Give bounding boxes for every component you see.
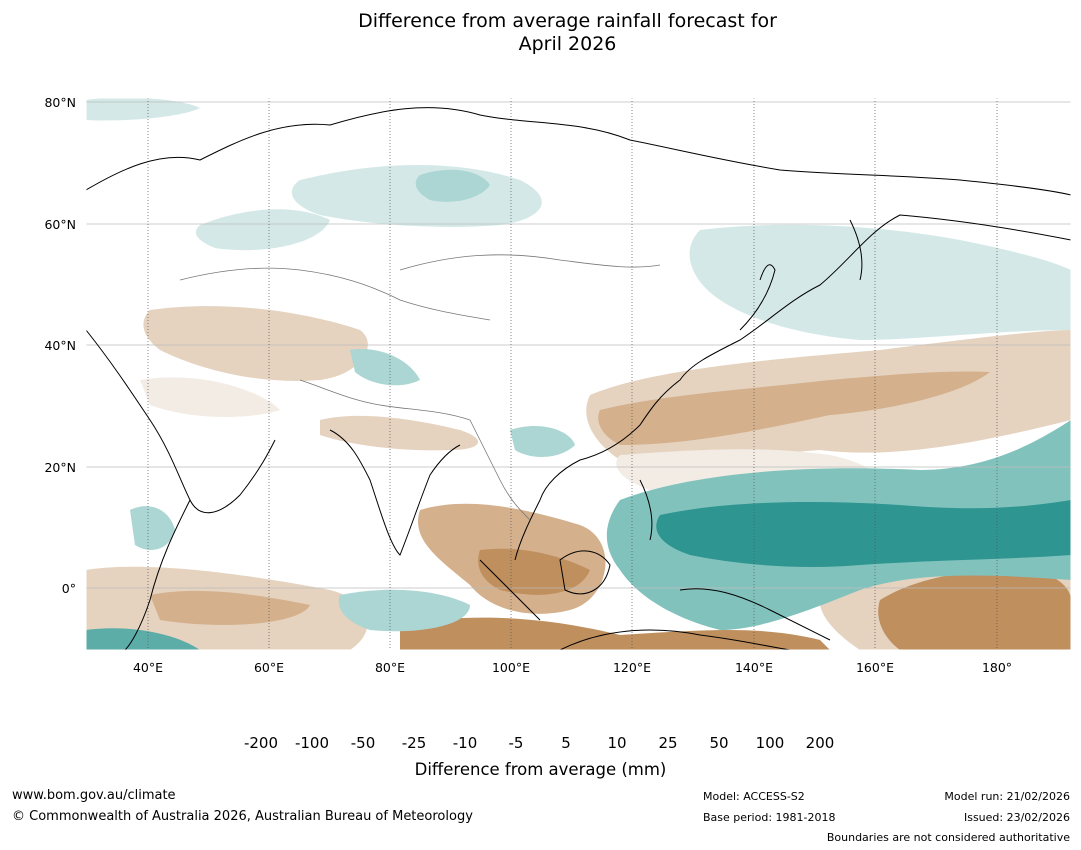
border-china-mongolia	[399, 254, 661, 271]
dry-core-east-asia	[598, 371, 990, 445]
cbar-tick: -25	[401, 734, 427, 752]
rainfall-map	[85, 97, 1072, 651]
border-central-asia	[179, 267, 491, 321]
coastline-japan	[739, 264, 776, 331]
title-line-1: Difference from average rainfall forecas…	[358, 10, 777, 32]
coastline-east-africa	[124, 499, 191, 650]
cbar-tick: -50	[350, 734, 376, 752]
coastlines	[86, 107, 1071, 650]
map-title: Difference from average rainfall forecas…	[0, 10, 1081, 56]
cbar-tick: 5	[561, 734, 571, 752]
wet-area-southern-indian	[86, 628, 200, 650]
title-line-2: April 2026	[518, 33, 617, 55]
footer-model-run: Model run: 21/02/2026	[944, 790, 1070, 803]
lon-label-140e: 140°E	[734, 660, 773, 675]
footer-url[interactable]: www.bom.gov.au/climate	[12, 788, 176, 803]
dry-area-australia-north	[400, 617, 830, 650]
colorbar-label: Difference from average (mm)	[414, 760, 667, 779]
cbar-tick: -10	[452, 734, 478, 752]
cbar-tick: -100	[294, 734, 330, 752]
map-gridlines	[86, 101, 1071, 589]
coastline-new-guinea	[679, 588, 831, 641]
lat-label-0: 0°	[61, 581, 76, 596]
wet-light-arctic	[86, 98, 200, 121]
lon-label-80e: 80°E	[374, 660, 406, 675]
footer-copyright: © Commonwealth of Australia 2026, Austra…	[12, 809, 473, 824]
map-meridians	[147, 98, 998, 650]
dry-core-indian-ocean	[150, 590, 310, 625]
lat-label-80n: 80°N	[44, 95, 76, 110]
coastline-philippines	[639, 479, 653, 541]
country-borders	[179, 254, 661, 521]
map-frame	[85, 97, 1072, 651]
wet-light-north-pacific	[689, 224, 1071, 340]
cbar-tick: 50	[709, 734, 729, 752]
dry-light-middle-east	[140, 377, 280, 417]
lat-label-60n: 60°N	[44, 217, 76, 232]
lon-label-160e: 160°E	[855, 660, 894, 675]
cbar-tick: -200	[243, 734, 279, 752]
lon-label-180: 180°	[981, 660, 1013, 675]
footer-issued: Issued: 23/02/2026	[963, 811, 1070, 824]
lon-label-100e: 100°E	[491, 660, 530, 675]
dry-core-maritime	[478, 548, 590, 595]
cbar-tick: -5	[508, 734, 524, 752]
cbar-tick: 10	[607, 734, 627, 752]
lat-label-20n: 20°N	[44, 460, 76, 475]
coastline-east-asia	[514, 214, 1071, 561]
cbar-tick: 200	[805, 734, 835, 752]
wet-area-east-africa	[130, 506, 175, 550]
cbar-tick: 25	[658, 734, 678, 752]
footer-disclaimer: Boundaries are not considered authoritat…	[826, 831, 1070, 844]
footer-model: Model: ACCESS-S2	[703, 790, 805, 803]
footer-base-period: Base period: 1981-2018	[703, 811, 836, 824]
coastline-eurasia-north	[86, 107, 1071, 196]
wet-core-siberia	[415, 169, 490, 202]
border-southeast-asia	[469, 419, 531, 521]
lon-label-40e: 40°E	[132, 660, 164, 675]
anomaly-fields	[86, 98, 1071, 650]
lon-label-60e: 60°E	[253, 660, 285, 675]
coastline-sumatra	[479, 559, 541, 621]
cbar-tick: 100	[755, 734, 785, 752]
coastline-kamchatka	[849, 219, 863, 281]
dry-area-central-asia	[143, 306, 368, 381]
wet-area-tibet	[350, 349, 420, 386]
lon-label-120e: 120°E	[612, 660, 651, 675]
dry-core-pacific-east	[878, 569, 1071, 650]
lat-label-40n: 40°N	[44, 338, 76, 353]
wet-light-west-siberia	[195, 209, 330, 251]
coastline-borneo	[559, 550, 611, 595]
dry-area-tibet	[320, 415, 479, 451]
wet-area-bay	[510, 425, 575, 457]
coastline-australia	[559, 629, 791, 650]
coastline-india	[329, 429, 461, 556]
wet-core-west-pacific	[656, 500, 1071, 567]
border-south-asia	[299, 379, 471, 421]
coastline-arabia-africa	[86, 329, 276, 514]
wet-area-indian-ocean-south	[338, 589, 470, 632]
